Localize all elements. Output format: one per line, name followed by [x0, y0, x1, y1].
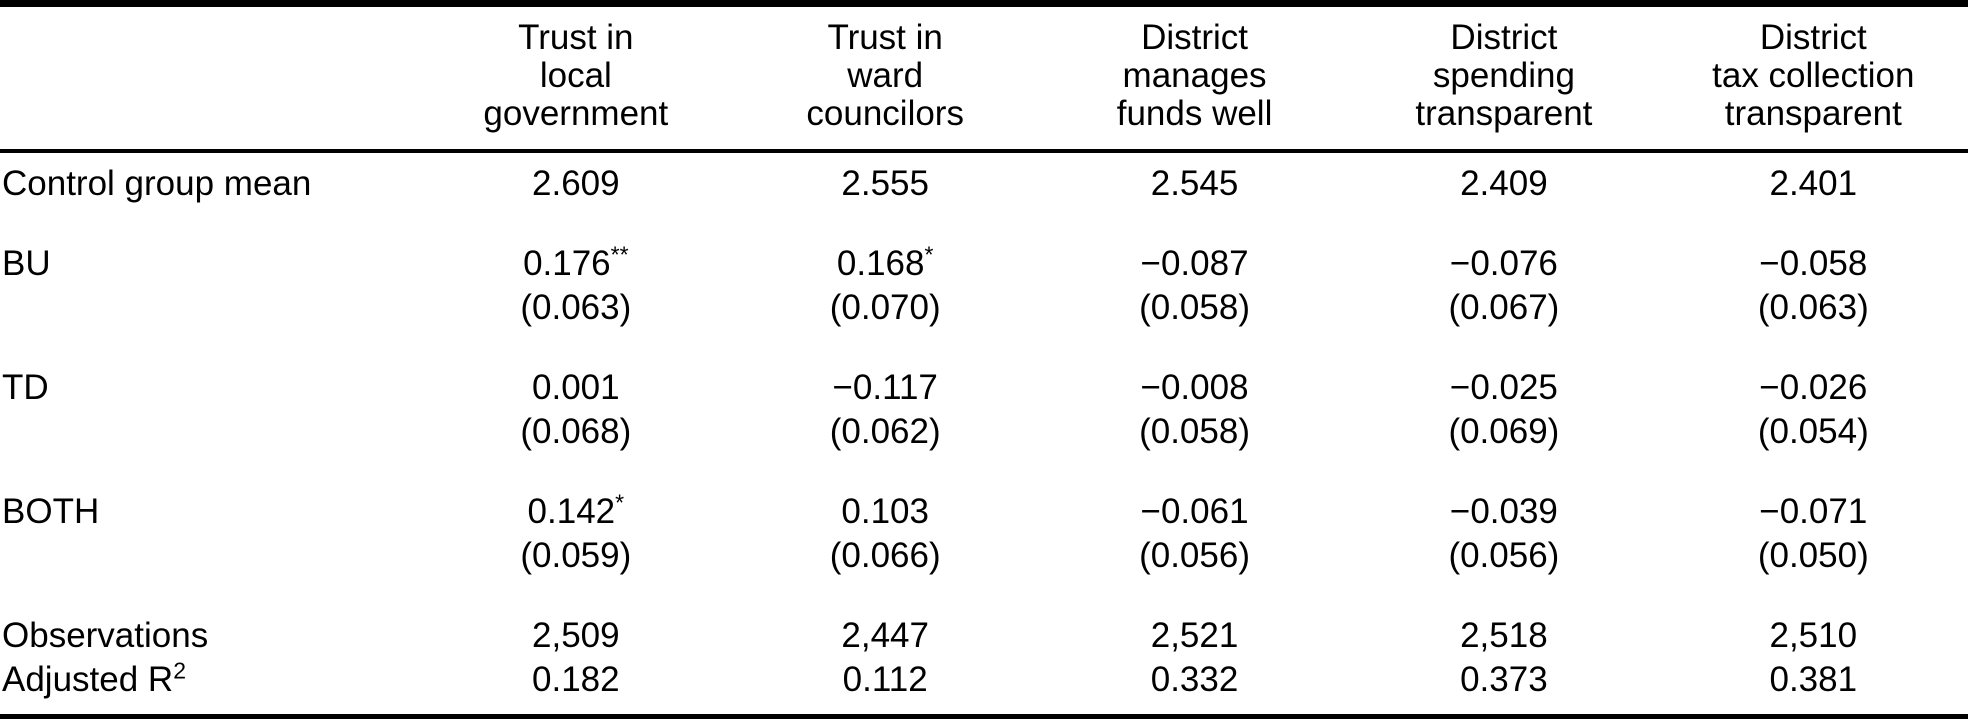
empty-label-cell: [0, 534, 421, 578]
row-label-header: [0, 3, 422, 153]
control-mean-value: 2.409: [1460, 164, 1548, 203]
bu-se: (0.063): [520, 288, 632, 327]
bu-label: BU: [2, 244, 51, 283]
td-coef: −0.026: [1659, 330, 1968, 410]
row-td-coefficients: TD 0.001 −0.117 −0.008 −0.025 −0.026: [0, 330, 1968, 410]
bu-se: (0.063): [1757, 288, 1869, 327]
both-coef: −0.071: [1659, 454, 1968, 534]
row-control-group-mean: Control group mean 2.609 2.555 2.545 2.4…: [0, 151, 1968, 206]
significance-stars: *: [615, 489, 625, 516]
coef-value: −0.008: [1140, 368, 1249, 407]
control-mean-value: 2.555: [841, 164, 929, 203]
coef-value: −0.087: [1140, 244, 1249, 283]
coef-value: −0.117: [832, 368, 938, 407]
row-observations: Observations 2,509 2,447 2,521 2,518 2,5…: [0, 578, 1968, 658]
adjusted-r2-label-text: Adjusted R: [2, 660, 174, 699]
bu-coef: 0.168*: [731, 206, 1040, 286]
coef-value: 0.103: [841, 492, 929, 531]
observations-value: 2,447: [841, 616, 929, 655]
both-se: (0.066): [829, 536, 941, 575]
coef-value: 0.176: [523, 244, 611, 283]
adjusted-r2-label: Adjusted R2: [0, 658, 421, 717]
adjusted-r2-value: 0.373: [1460, 660, 1548, 699]
bu-coef: 0.176**: [421, 206, 730, 286]
both-coef: 0.142*: [421, 454, 730, 534]
both-se: (0.056): [1448, 536, 1560, 575]
empty-label-cell: [0, 286, 421, 330]
bu-coef: −0.076: [1349, 206, 1658, 286]
column-header-district-manages-funds: District manages funds well: [1039, 3, 1350, 153]
td-coef: 0.001: [421, 330, 730, 410]
both-se: (0.050): [1757, 536, 1869, 575]
control-mean-value: 2.545: [1150, 164, 1239, 203]
row-bu-standard-errors: (0.063) (0.070) (0.058) (0.067) (0.063): [0, 286, 1968, 330]
coef-value: 0.001: [532, 368, 620, 407]
coef-value: −0.039: [1449, 492, 1558, 531]
header-row: Trust in local government Trust in ward …: [0, 3, 1968, 153]
control-mean-value: 2.609: [532, 164, 620, 203]
control-mean-value: 2.401: [1769, 164, 1858, 203]
coef-value: −0.071: [1759, 492, 1868, 531]
adjusted-r2-exponent: 2: [173, 657, 187, 684]
bu-coef: −0.058: [1659, 206, 1968, 286]
row-adjusted-r2: Adjusted R2 0.182 0.112 0.332 0.373 0.38…: [0, 658, 1968, 717]
td-label: TD: [2, 368, 49, 407]
empty-label-cell: [0, 410, 421, 454]
coef-value: −0.058: [1759, 244, 1868, 283]
column-header-district-spending-transparent: District spending transparent: [1349, 3, 1659, 153]
row-both-standard-errors: (0.059) (0.066) (0.056) (0.056) (0.050): [0, 534, 1968, 578]
coef-value: −0.076: [1449, 244, 1558, 283]
column-header-trust-local-government: Trust in local government: [421, 3, 731, 153]
significance-stars: **: [610, 241, 629, 268]
observations-value: 2,510: [1769, 616, 1858, 655]
td-se: (0.068): [520, 412, 632, 451]
observations-label: Observations: [2, 616, 209, 655]
coef-value: 0.168: [836, 244, 925, 283]
adjusted-r2-value: 0.182: [532, 660, 620, 699]
both-coef: −0.061: [1040, 454, 1349, 534]
coef-value: −0.061: [1140, 492, 1249, 531]
coef-value: −0.026: [1759, 368, 1868, 407]
adjusted-r2-value: 0.381: [1769, 660, 1858, 699]
adjusted-r2-value: 0.332: [1150, 660, 1239, 699]
both-se: (0.059): [520, 536, 632, 575]
bu-se: (0.070): [829, 288, 941, 327]
bu-se: (0.058): [1139, 288, 1250, 327]
observations-value: 2,521: [1150, 616, 1239, 655]
row-td-standard-errors: (0.068) (0.062) (0.058) (0.069) (0.054): [0, 410, 1968, 454]
coef-value: −0.025: [1449, 368, 1558, 407]
column-header-trust-ward-councilors: Trust in ward councilors: [730, 3, 1040, 153]
significance-stars: *: [924, 241, 934, 268]
observations-value: 2,509: [532, 616, 620, 655]
td-coef: −0.008: [1040, 330, 1349, 410]
td-se: (0.058): [1139, 412, 1250, 451]
td-coef: −0.025: [1349, 330, 1658, 410]
bu-coef: −0.087: [1040, 206, 1349, 286]
coef-value: 0.142: [527, 492, 616, 531]
both-se: (0.056): [1139, 536, 1250, 575]
observations-value: 2,518: [1460, 616, 1548, 655]
both-coef: −0.039: [1349, 454, 1658, 534]
td-se: (0.062): [829, 412, 941, 451]
column-header-district-tax-transparent: District tax collection transparent: [1658, 3, 1968, 153]
bu-se: (0.067): [1448, 288, 1560, 327]
row-bu-coefficients: BU 0.176** 0.168* −0.087 −0.076 −0.058: [0, 206, 1968, 286]
td-coef: −0.117: [731, 330, 1040, 410]
adjusted-r2-value: 0.112: [842, 660, 928, 699]
td-se: (0.054): [1757, 412, 1869, 451]
both-label: BOTH: [2, 492, 100, 531]
control-mean-label: Control group mean: [2, 164, 312, 203]
row-both-coefficients: BOTH 0.142* 0.103 −0.061 −0.039 −0.071: [0, 454, 1968, 534]
td-se: (0.069): [1448, 412, 1560, 451]
both-coef: 0.103: [731, 454, 1040, 534]
